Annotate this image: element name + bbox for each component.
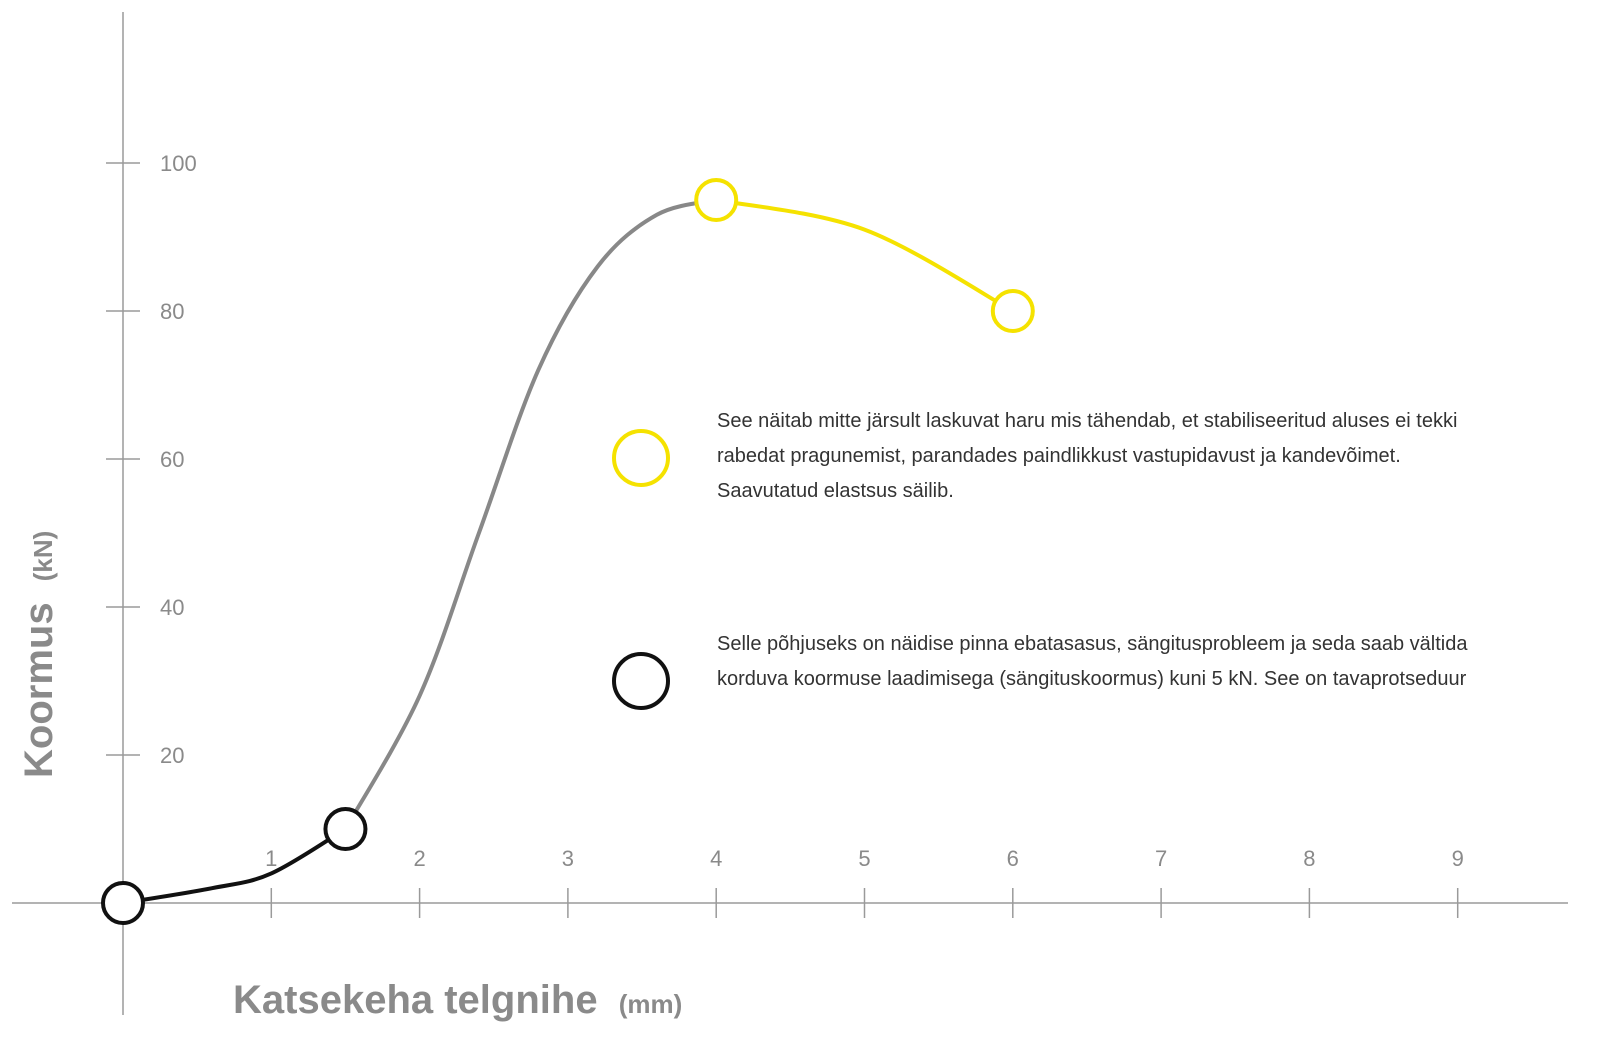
x-tick-label-7: 7: [1155, 846, 1167, 871]
series-elastic-rise: [343, 198, 719, 831]
y-tick-label-20: 20: [160, 743, 184, 768]
y-axis-title: Koormus (kN): [17, 531, 61, 778]
x-tick-label-4: 4: [710, 846, 722, 871]
x-tick-label-3: 3: [562, 846, 574, 871]
y-tick-label-60: 60: [160, 447, 184, 472]
x-tick-label-5: 5: [858, 846, 870, 871]
annotation-black-text: Selle põhjuseks on näidise pinna ebatasa…: [717, 633, 1468, 690]
y-axis-unit: (kN): [28, 531, 58, 582]
x-tick-label-6: 6: [1007, 846, 1019, 871]
y-tick-label-100: 100: [160, 151, 197, 176]
marker-layer: [101, 178, 1035, 925]
data-marker-1: [101, 881, 145, 925]
data-marker-4: [990, 289, 1035, 333]
series-seating: [121, 827, 348, 905]
data-marker-2: [323, 807, 368, 851]
y-axis-title-text: Koormus: [17, 602, 61, 778]
annotation-marker-1: [612, 429, 670, 487]
annotation-yellow-text: See näitab mitte järsult laskuvat haru m…: [717, 410, 1458, 502]
x-tick-label-8: 8: [1303, 846, 1315, 871]
x-tick-label-1: 1: [265, 846, 277, 871]
series-post-peak: [714, 198, 1015, 313]
y-ticks: 20 40 60 80 100: [106, 151, 197, 768]
data-marker-3: [694, 178, 739, 222]
x-tick-label-9: 9: [1452, 846, 1464, 871]
x-axis-title: Katsekeha telgnihe (mm): [233, 978, 682, 1022]
annotation-marker-2: [612, 652, 670, 710]
x-axis-unit: (mm): [619, 989, 683, 1019]
x-axis-title-text: Katsekeha telgnihe: [233, 978, 598, 1022]
series-layer: [121, 198, 1015, 905]
y-tick-label-40: 40: [160, 595, 184, 620]
y-tick-label-80: 80: [160, 299, 184, 324]
x-ticks: 1 2 3 4 5 6 7 8 9: [265, 846, 1464, 918]
legend-markers: [612, 429, 670, 710]
x-tick-label-2: 2: [413, 846, 425, 871]
